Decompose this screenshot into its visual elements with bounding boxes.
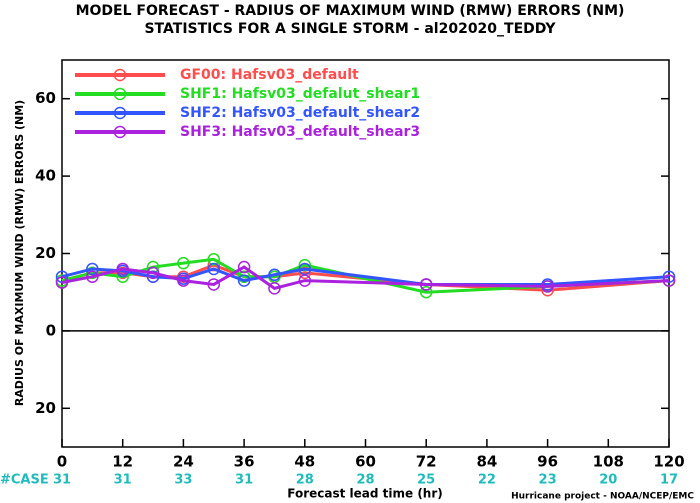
legend-label: SHF1: Hafsv03_defalut_shear1 (180, 86, 420, 102)
data-point (419, 278, 433, 291)
legend-marker (113, 106, 127, 120)
legend-marker (113, 87, 127, 101)
data-point (237, 260, 251, 274)
data-point (298, 274, 312, 287)
y-tick-label: 0 (46, 321, 56, 339)
legend-marker (113, 125, 127, 139)
legend-label: GF00: Hafsv03_default (180, 67, 359, 83)
chart-title: MODEL FORECAST - RADIUS OF MAXIMUM WIND … (76, 3, 625, 19)
case-count: 28 (356, 473, 374, 488)
y-tick-label: 20 (35, 244, 56, 262)
chart-subtitle: STATISTICS FOR A SINGLE STORM - al202020… (144, 21, 556, 37)
case-count: 33 (174, 473, 192, 488)
x-tick-label: 84 (476, 453, 497, 471)
case-count: 31 (235, 473, 253, 488)
data-point (146, 270, 160, 283)
x-tick-label: 24 (173, 453, 194, 471)
y-tick-label: 40 (35, 167, 56, 185)
x-tick-label: 48 (294, 453, 315, 471)
data-point (541, 280, 554, 293)
data-point (146, 266, 160, 280)
x-axis-label: Forecast lead time (hr) (287, 487, 443, 501)
data-point (419, 285, 433, 299)
data-point (268, 282, 281, 295)
data-point (237, 270, 251, 283)
x-tick-label: 120 (653, 453, 684, 471)
x-tick-label: 0 (57, 453, 67, 471)
data-point (268, 268, 281, 282)
data-point (86, 262, 99, 276)
case-count: 31 (114, 473, 132, 488)
data-point (86, 270, 99, 283)
case-count: 25 (417, 473, 435, 488)
case-count: 31 (53, 473, 71, 488)
x-tick-label: 108 (593, 453, 624, 471)
data-point (116, 262, 129, 276)
legend-marker (113, 68, 127, 82)
x-tick-label: 12 (112, 453, 133, 471)
data-point (177, 256, 190, 270)
footer: Hurricane project - NOAA/NCEP/EMC (511, 492, 694, 502)
data-point (662, 270, 676, 283)
case-count: 23 (539, 473, 557, 488)
data-point (207, 262, 220, 276)
y-tick-label: 20 (35, 399, 56, 417)
x-tick-label: 72 (416, 453, 437, 471)
y-tick-label: 60 (35, 89, 56, 107)
data-point (662, 274, 676, 287)
x-tick-label: 36 (234, 453, 255, 471)
x-tick-label: 60 (355, 453, 376, 471)
case-count: 28 (296, 473, 314, 488)
case-count: 20 (599, 473, 617, 488)
legend-label: SHF2: Hafsv03_default_shear2 (180, 105, 420, 121)
data-point (207, 253, 220, 266)
y-axis-label: RADIUS OF MAXIMUM WIND (RMW) ERRORS (NM) (13, 100, 26, 406)
case-label: #CASE (0, 473, 49, 488)
case-count: 17 (660, 473, 678, 488)
case-count: 22 (478, 473, 496, 488)
data-point (86, 266, 99, 280)
legend-label: SHF3: Hafsv03_default_shear3 (180, 124, 420, 140)
data-point (207, 278, 220, 291)
data-point (237, 274, 251, 287)
x-tick-label: 96 (537, 453, 558, 471)
data-point (177, 274, 190, 287)
data-point (298, 266, 312, 280)
data-point (55, 276, 69, 289)
data-point (298, 258, 312, 272)
